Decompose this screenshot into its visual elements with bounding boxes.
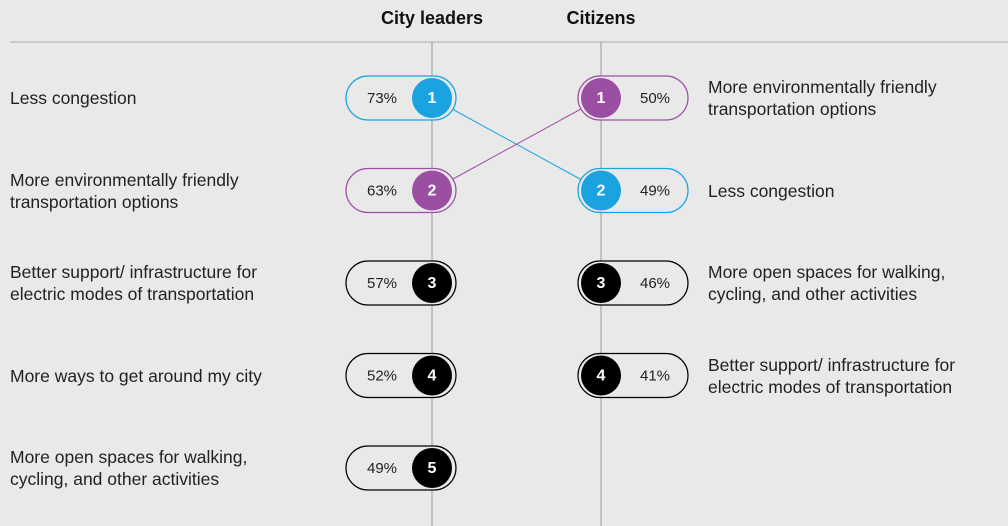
item-label: More open spaces for walking, cycling, a… (708, 262, 946, 304)
rank-badge (412, 78, 452, 118)
rank-badge (412, 355, 452, 396)
value-label: 52% (367, 367, 397, 384)
item-label: Better support/ infrastructure for elect… (708, 354, 956, 397)
rank-link (431, 97, 602, 191)
rank-badge (412, 448, 452, 488)
rank-badge (412, 170, 452, 211)
rank-number: 2 (597, 183, 606, 200)
item-label: Less congestion (708, 180, 835, 201)
rank-number: 1 (428, 90, 437, 107)
rank-badge (581, 170, 621, 211)
rank-badge (581, 263, 621, 303)
item-label: Better support/ infrastructure for elect… (10, 262, 258, 304)
value-label: 49% (367, 460, 397, 477)
item-label: Less congestion (10, 88, 137, 108)
item-label: More ways to get around my city (10, 365, 262, 386)
rank-number: 3 (428, 275, 437, 292)
item-label: More open spaces for walking, cycling, a… (10, 447, 248, 489)
links (431, 97, 602, 191)
column-header: Citizens (566, 8, 635, 28)
value-label: 49% (640, 182, 670, 199)
rank-number: 2 (428, 183, 437, 200)
value-label: 50% (640, 90, 670, 107)
rank-number: 4 (597, 368, 606, 385)
item-label: More environmentally friendly transporta… (708, 77, 937, 119)
rank-badge (581, 355, 621, 396)
rank-badge (412, 263, 452, 303)
value-label: 46% (640, 275, 670, 292)
value-label: 41% (640, 367, 670, 384)
value-label: 63% (367, 182, 397, 199)
rank-number: 3 (597, 275, 606, 292)
rank-number: 5 (428, 460, 437, 477)
value-label: 73% (367, 90, 397, 107)
rank-number: 1 (597, 90, 606, 107)
column-header: City leaders (381, 8, 483, 28)
rank-badge (581, 78, 621, 118)
rank-number: 4 (428, 368, 437, 385)
value-label: 57% (367, 275, 397, 292)
item-label: More environmentally friendly transporta… (10, 169, 239, 212)
